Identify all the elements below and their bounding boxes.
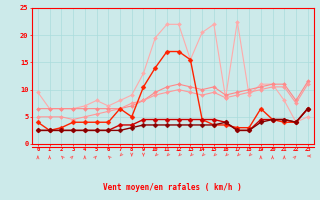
Text: Vent moyen/en rafales ( km/h ): Vent moyen/en rafales ( km/h ) [103, 183, 242, 192]
